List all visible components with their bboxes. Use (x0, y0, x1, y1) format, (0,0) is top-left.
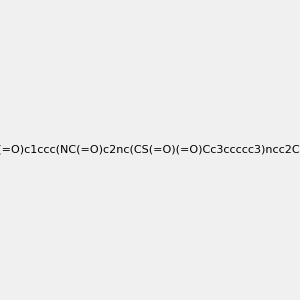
Text: COC(=O)c1ccc(NC(=O)c2nc(CS(=O)(=O)Cc3ccccc3)ncc2Cl)cc1: COC(=O)c1ccc(NC(=O)c2nc(CS(=O)(=O)Cc3ccc… (0, 145, 300, 155)
